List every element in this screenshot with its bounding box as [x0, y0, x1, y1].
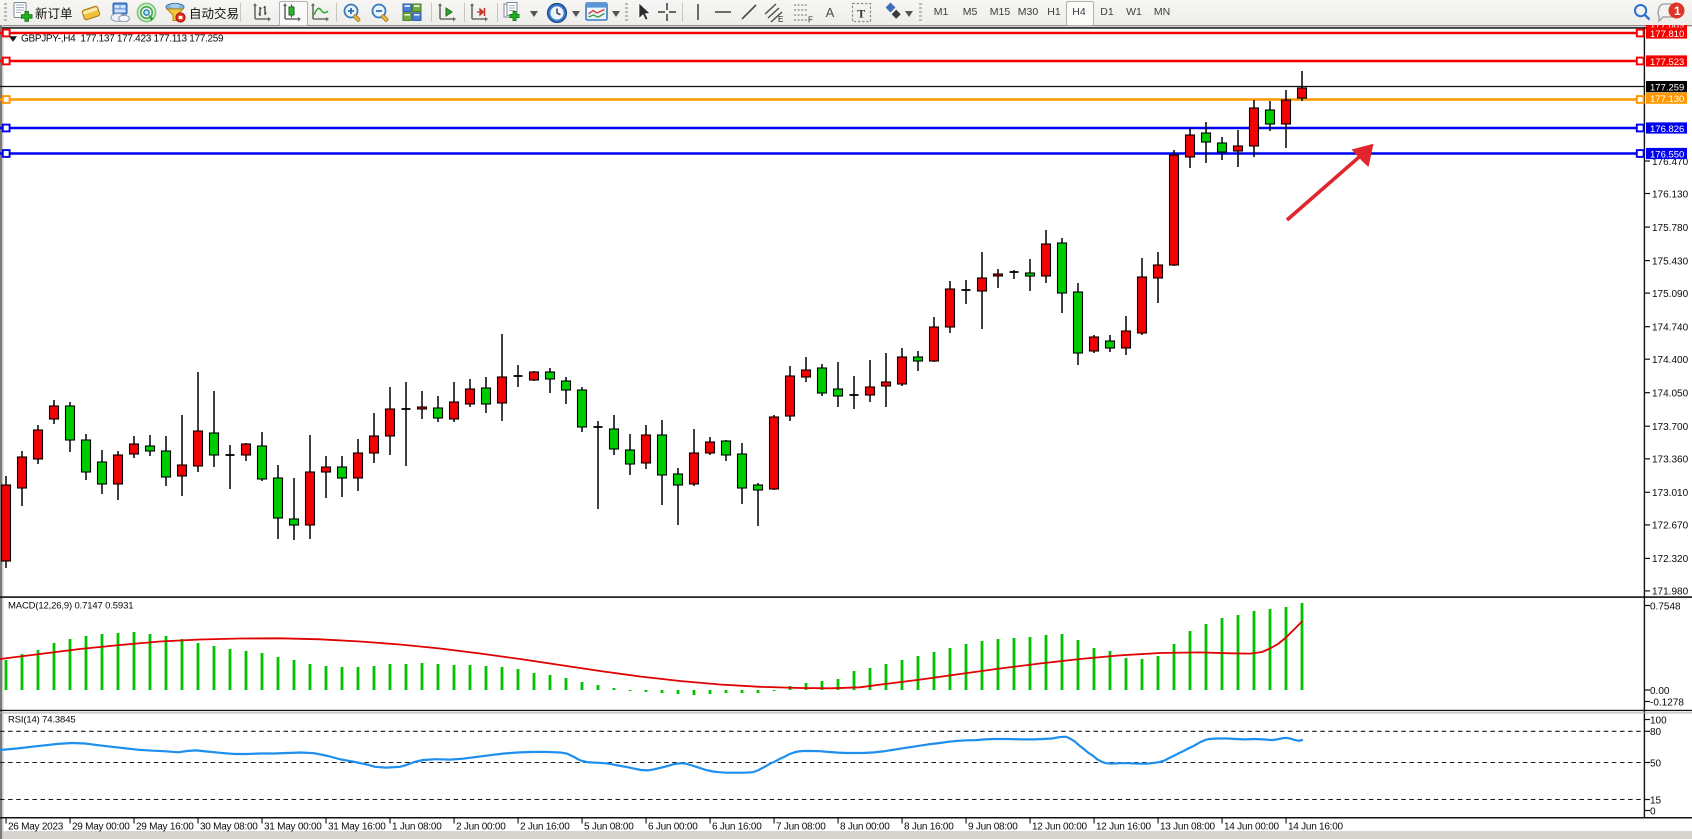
svg-text:MACD(12,26,9) 0.7147 0.5931: MACD(12,26,9) 0.7147 0.5931	[8, 601, 133, 612]
svg-text:5 Jun 08:00: 5 Jun 08:00	[584, 822, 634, 833]
svg-text:174.740: 174.740	[1652, 323, 1689, 334]
svg-text:176.550: 176.550	[1650, 150, 1684, 161]
svg-text:0.00: 0.00	[1650, 686, 1670, 697]
svg-text:26 May 2023: 26 May 2023	[8, 822, 64, 833]
svg-text:14 Jun 00:00: 14 Jun 00:00	[1224, 822, 1280, 833]
svg-text:2 Jun 16:00: 2 Jun 16:00	[520, 822, 570, 833]
svg-text:175.090: 175.090	[1652, 289, 1689, 300]
svg-text:177.889: 177.889	[1650, 20, 1684, 31]
svg-text:177.130: 177.130	[1650, 94, 1684, 105]
svg-text:GBPJPY-,H4 177.137 177.423 17: GBPJPY-,H4 177.137 177.423 177.113 177.2…	[21, 34, 224, 45]
svg-text:12 Jun 16:00: 12 Jun 16:00	[1096, 822, 1152, 833]
svg-text:177.810: 177.810	[1650, 29, 1684, 40]
svg-text:176.470: 176.470	[1652, 157, 1689, 168]
svg-text:175.780: 175.780	[1652, 223, 1689, 234]
svg-text:30 May 08:00: 30 May 08:00	[200, 822, 258, 833]
svg-text:172.320: 172.320	[1652, 554, 1689, 565]
svg-text:1: 1	[1674, 4, 1681, 18]
svg-text:100: 100	[1650, 715, 1667, 726]
svg-text:RSI(14) 74.3845: RSI(14) 74.3845	[8, 715, 75, 726]
svg-text:6 Jun 00:00: 6 Jun 00:00	[648, 822, 698, 833]
svg-text:8 Jun 00:00: 8 Jun 00:00	[840, 822, 890, 833]
svg-text:177.523: 177.523	[1650, 57, 1684, 68]
svg-text:7 Jun 08:00: 7 Jun 08:00	[776, 822, 826, 833]
svg-text:176.826: 176.826	[1650, 124, 1684, 135]
svg-text:50: 50	[1650, 758, 1662, 769]
svg-text:171.980: 171.980	[1652, 587, 1689, 598]
svg-text:172.670: 172.670	[1652, 521, 1689, 532]
svg-text:0.7548: 0.7548	[1650, 601, 1681, 612]
svg-text:29 May 16:00: 29 May 16:00	[136, 822, 194, 833]
svg-text:F: F	[808, 16, 813, 24]
svg-text:14 Jun 16:00: 14 Jun 16:00	[1288, 822, 1344, 833]
svg-text:T: T	[857, 7, 865, 21]
svg-text:29 May 00:00: 29 May 00:00	[72, 822, 130, 833]
svg-text:2 Jun 00:00: 2 Jun 00:00	[456, 822, 506, 833]
svg-text:1 Jun 08:00: 1 Jun 08:00	[392, 822, 442, 833]
svg-text:E: E	[778, 15, 783, 23]
svg-text:177.259: 177.259	[1650, 83, 1684, 94]
svg-text:173.010: 173.010	[1652, 488, 1689, 499]
svg-text:31 May 16:00: 31 May 16:00	[328, 822, 386, 833]
svg-text:6 Jun 16:00: 6 Jun 16:00	[712, 822, 762, 833]
svg-text:174.050: 174.050	[1652, 389, 1689, 400]
svg-text:-0.1278: -0.1278	[1650, 697, 1684, 708]
svg-text:174.400: 174.400	[1652, 355, 1689, 366]
svg-text:31 May 00:00: 31 May 00:00	[264, 822, 322, 833]
svg-text:80: 80	[1650, 727, 1662, 738]
svg-text:173.360: 173.360	[1652, 455, 1689, 466]
svg-text:9 Jun 08:00: 9 Jun 08:00	[968, 822, 1018, 833]
svg-text:0: 0	[1650, 806, 1656, 817]
svg-text:8 Jun 16:00: 8 Jun 16:00	[904, 822, 954, 833]
svg-text:13 Jun 08:00: 13 Jun 08:00	[1160, 822, 1216, 833]
svg-text:173.700: 173.700	[1652, 422, 1689, 433]
svg-text:12 Jun 00:00: 12 Jun 00:00	[1032, 822, 1088, 833]
svg-text:176.130: 176.130	[1652, 189, 1689, 200]
svg-text:15: 15	[1650, 795, 1662, 806]
svg-text:175.430: 175.430	[1652, 256, 1689, 267]
